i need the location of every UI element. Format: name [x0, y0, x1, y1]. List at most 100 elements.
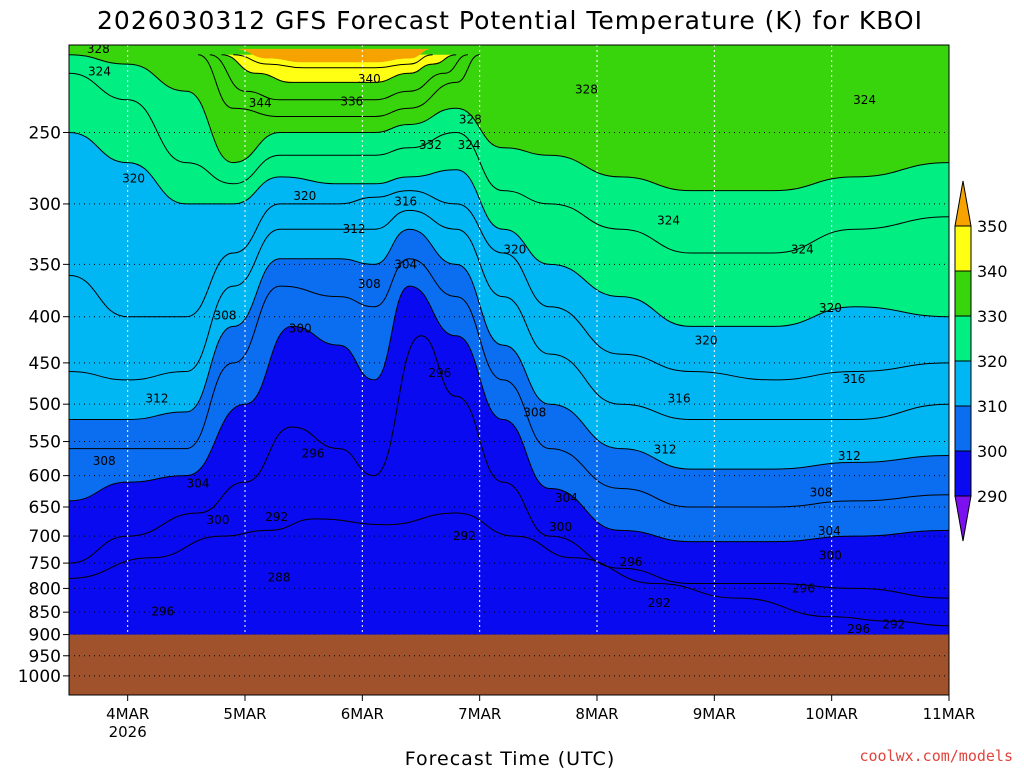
- contour-label-18: 308: [358, 277, 381, 291]
- y-tick-label-12: 850: [29, 603, 61, 623]
- contour-label-47: 296: [847, 622, 870, 636]
- x-axis-label: Forecast Time (UTC): [405, 748, 615, 768]
- contour-label-37: 300: [549, 520, 572, 534]
- colorbar-band-5: [954, 450, 972, 497]
- contour-label-12: 316: [394, 194, 417, 208]
- contour-label-3: 344: [249, 96, 272, 110]
- isotherm-300: [69, 285, 949, 543]
- contour-label-24: 316: [843, 372, 866, 386]
- contour-label-33: 308: [810, 485, 833, 499]
- colorbar-label-5: 300: [977, 442, 1008, 461]
- colorbar-band-2: [954, 315, 972, 362]
- contour-label-5: 328: [575, 82, 598, 96]
- y-tick-label-7: 600: [29, 467, 61, 487]
- isotherm-328: [69, 54, 949, 192]
- contour-label-11: 320: [293, 189, 316, 203]
- contour-label-16: 324: [791, 243, 814, 257]
- contour-label-22: 320: [695, 333, 718, 347]
- contour-label-35: 292: [265, 510, 288, 524]
- contour-label-4: 336: [340, 94, 363, 108]
- contour-label-10: 320: [122, 171, 145, 185]
- x-tick-label-5: 9MAR: [693, 705, 736, 723]
- y-tick-label-6: 550: [29, 433, 61, 453]
- contour-label-20: 308: [214, 309, 237, 323]
- y-tick-label-1: 300: [29, 195, 61, 215]
- contour-label-23: 296: [428, 366, 451, 380]
- isotherm-340: [221, 54, 457, 83]
- colorbar-label-4: 310: [977, 397, 1008, 416]
- x-tick-label-4: 8MAR: [575, 705, 618, 723]
- contour-label-43: 296: [792, 581, 815, 595]
- x-tick-label-2: 6MAR: [341, 705, 384, 723]
- contour-label-2: 340: [358, 72, 381, 86]
- colorbar-band-4: [954, 405, 972, 452]
- y-tick-label-5: 500: [29, 395, 61, 415]
- ground: [69, 634, 949, 695]
- isotherm-320: [69, 132, 949, 327]
- contour-label-26: 316: [668, 392, 691, 406]
- colorbar-band-1: [954, 270, 972, 317]
- credit-link[interactable]: coolwx.com/models: [859, 747, 1013, 765]
- contour-label-17: 304: [394, 257, 417, 271]
- contour-label-15: 320: [503, 243, 526, 257]
- y-tick-label-8: 650: [29, 498, 61, 518]
- contour-label-6: 324: [853, 93, 876, 107]
- colorbar-extend-bottom: [954, 495, 972, 542]
- isotherm-292: [69, 512, 949, 627]
- chart-title: 2026030312 GFS Forecast Potential Temper…: [97, 6, 923, 35]
- contour-label-44: 292: [648, 596, 671, 610]
- contour-label-42: 288: [268, 570, 291, 584]
- contour-label-45: 296: [151, 605, 174, 619]
- contour-label-19: 320: [819, 301, 842, 315]
- plot-area: 328 324 340 344 336 328 324 328 332 324 320 320 316 3…: [69, 45, 949, 695]
- colorbar-label-1: 340: [977, 262, 1008, 281]
- colorbar-band-0: [954, 225, 972, 272]
- contour-label-31: 308: [93, 454, 116, 468]
- contour-label-46: 292: [882, 617, 905, 631]
- y-tick-label-15: 1000: [18, 667, 61, 687]
- isotherm-332: [198, 54, 480, 117]
- contour-label-9: 324: [458, 138, 481, 152]
- isotherm-296: [69, 335, 949, 599]
- contour-label-8: 332: [419, 138, 442, 152]
- contour-label-32: 304: [187, 476, 210, 490]
- fill-core-350: [233, 48, 433, 63]
- colorbar: 350 340 330 320 310 300 290: [954, 180, 1008, 542]
- plot-border: [68, 44, 950, 696]
- contour-label-1: 324: [88, 65, 111, 79]
- y-tick-label-4: 450: [29, 354, 61, 374]
- isotherm-324: [69, 72, 949, 254]
- contour-label-41: 296: [620, 555, 643, 569]
- colorbar-label-6: 290: [977, 487, 1008, 506]
- y-tick-label-13: 900: [29, 626, 61, 646]
- colorbar-label-3: 320: [977, 352, 1008, 371]
- x-tick-label-0: 4MAR: [106, 705, 149, 723]
- contour-label-7: 328: [459, 113, 482, 127]
- y-axis: 250 300 350 400 450 500 550 600 650 700 750 800 850 9…: [18, 123, 69, 687]
- y-tick-label-9: 700: [29, 527, 61, 547]
- isotherm-316: [69, 190, 949, 381]
- x-tick-sublabel-0: 2026: [109, 723, 147, 741]
- x-tick-label-7: 11MAR: [923, 705, 976, 723]
- y-tick-label-14: 950: [29, 647, 61, 667]
- y-tick-label-11: 800: [29, 579, 61, 599]
- contour-label-39: 292: [453, 529, 476, 543]
- y-tick-label-0: 250: [29, 123, 61, 143]
- colorbar-label-2: 330: [977, 307, 1008, 326]
- contour-label-27: 308: [523, 406, 546, 420]
- isotherm-344: [233, 54, 433, 69]
- contour-label-34: 304: [555, 491, 578, 505]
- colorbar-band-3: [954, 360, 972, 407]
- isotherm-312: [69, 209, 949, 421]
- contour-label-21: 300: [289, 321, 312, 335]
- colorbar-label-0: 350: [977, 217, 1008, 236]
- colorbar-extend-top: [954, 180, 972, 227]
- contour-label-29: 296: [302, 446, 325, 460]
- contour-label-28: 312: [654, 442, 677, 456]
- x-tick-label-3: 7MAR: [458, 705, 501, 723]
- contour-label-14: 312: [343, 222, 366, 236]
- contour-label-30: 312: [838, 449, 861, 463]
- isotherm-308: [69, 228, 949, 470]
